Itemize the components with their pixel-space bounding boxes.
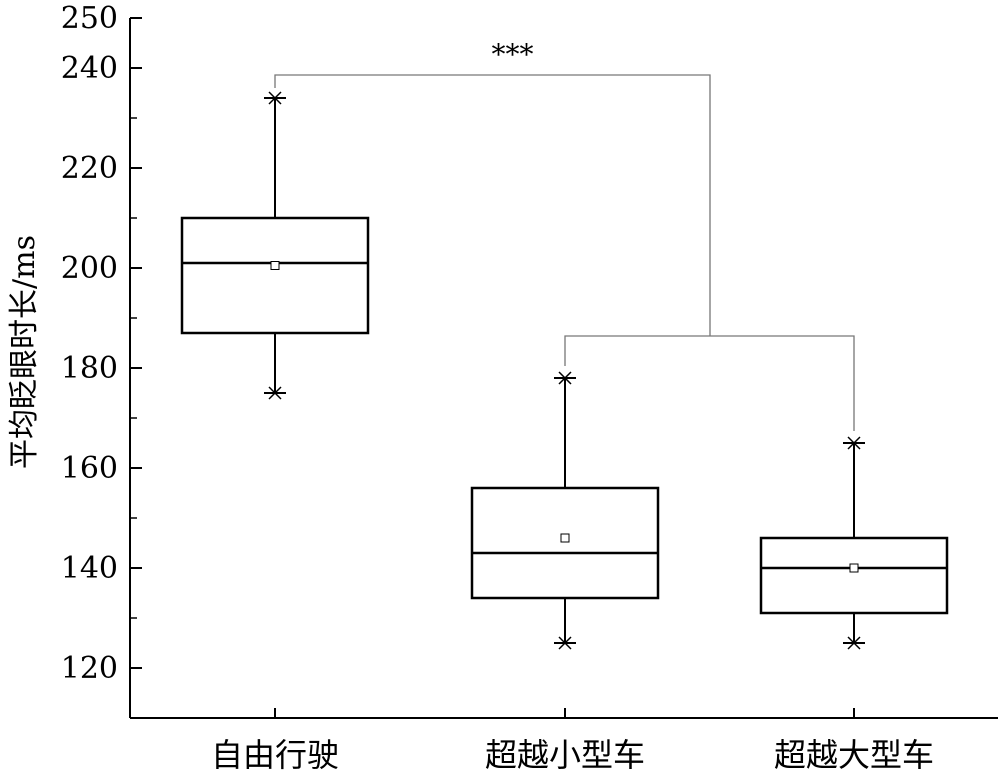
extreme-marker (268, 91, 282, 105)
category-label: 自由行驶 (211, 736, 339, 774)
category-label: 超越小型车 (485, 736, 645, 774)
box-group (470, 371, 660, 650)
mean-marker (270, 261, 280, 270)
box-group (759, 436, 949, 650)
significance-bracket: *** (274, 38, 855, 431)
boxes (180, 91, 949, 650)
y-tick-label: 200 (61, 251, 118, 286)
y-tick-label: 120 (61, 651, 118, 686)
mean-marker (560, 533, 570, 543)
y-tick-label: 140 (61, 551, 118, 586)
y-tick-label: 250 (61, 1, 118, 36)
extreme-marker (847, 436, 861, 450)
y-tick-label: 240 (61, 51, 118, 86)
y-tick-label: 160 (61, 451, 118, 486)
category-labels: 自由行驶 超越小型车 超越大型车 (211, 736, 934, 774)
y-ticks: 120 140 160 180 200 220 240 250 (61, 1, 142, 719)
iqr-box (180, 216, 370, 335)
y-axis-title: 平均眨眼时长/ms (7, 235, 42, 469)
category-label: 超越大型车 (774, 736, 934, 774)
extreme-marker (847, 636, 861, 650)
significance-label: *** (492, 38, 534, 71)
extreme-marker (558, 636, 572, 650)
extreme-marker (268, 386, 282, 400)
iqr-box (470, 486, 660, 600)
y-tick-label: 220 (61, 151, 118, 186)
bracket-main (274, 74, 711, 336)
box-group (180, 91, 370, 400)
y-tick-label: 180 (61, 351, 118, 386)
extreme-marker (558, 371, 572, 385)
mean-marker (849, 563, 859, 573)
iqr-box (759, 536, 949, 615)
bracket-sub (564, 335, 855, 431)
